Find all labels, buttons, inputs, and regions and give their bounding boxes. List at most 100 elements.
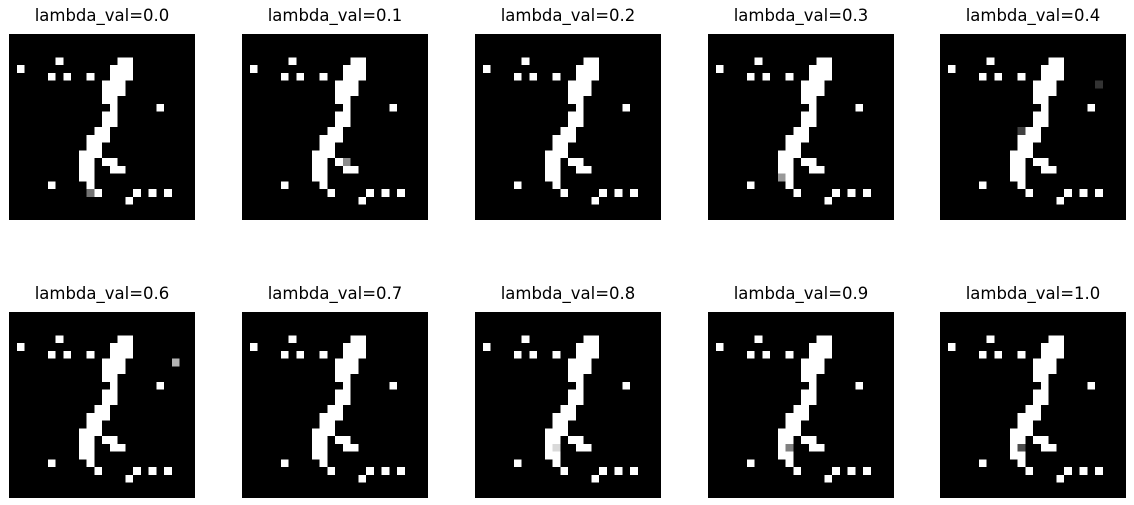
white-pixel [164,189,172,197]
white-pixel [133,189,141,197]
white-pixel [801,397,809,405]
white-pixel [335,88,343,96]
white-pixel [777,451,786,460]
white-pixel [808,96,817,104]
white-pixel [1017,173,1026,182]
white-pixel [109,343,118,351]
white-pixel [47,72,56,81]
white-pixel [1009,443,1018,452]
white-pixel [319,142,328,151]
white-pixel [762,72,770,81]
white-pixel [16,343,25,351]
white-pixel [801,158,809,166]
white-pixel [342,111,351,120]
white-pixel [358,335,366,343]
white-pixel [86,451,95,460]
white-pixel [824,72,832,81]
white-pixel [808,111,817,120]
white-pixel [1009,165,1018,174]
white-pixel [808,389,817,398]
pixel-image [940,34,1126,220]
white-pixel [552,150,561,158]
white-pixel [117,443,126,452]
white-pixel [109,165,118,174]
white-pixel [1079,189,1088,197]
white-pixel [78,173,87,182]
white-pixel [280,181,289,189]
white-pixel [78,150,87,158]
white-pixel [544,173,553,182]
panel-title: lambda_val=0.1 [267,6,403,25]
white-pixel [389,103,397,112]
white-pixel [319,412,328,421]
white-pixel [102,436,110,444]
white-pixel [109,397,118,405]
white-pixel [785,158,794,166]
white-pixel [622,103,630,112]
white-pixel [288,335,297,343]
white-pixel [986,335,995,343]
white-pixel [1040,389,1049,398]
white-pixel [1009,173,1018,182]
white-pixel [801,96,809,104]
white-pixel [552,173,561,182]
white-pixel [816,165,825,174]
white-pixel [311,173,320,182]
white-pixel [342,443,351,452]
pixel-image [9,34,195,220]
white-pixel [78,158,87,166]
white-pixel [521,57,530,65]
white-pixel [109,374,118,382]
white-pixel [560,405,568,413]
white-pixel [311,443,320,452]
white-pixel [513,350,522,359]
white-pixel [568,358,576,367]
white-pixel [109,103,118,112]
white-pixel [335,158,343,166]
white-pixel [319,451,328,460]
white-pixel [816,443,825,452]
white-pixel [55,57,64,65]
white-pixel [591,350,599,359]
white-pixel [296,350,304,359]
white-pixel [327,420,335,429]
white-pixel [754,335,763,343]
white-pixel [785,181,794,189]
white-pixel [614,189,623,197]
white-pixel [335,96,343,104]
white-pixel [1025,405,1033,413]
white-pixel [568,111,576,120]
white-pixel [94,142,102,151]
white-pixel [342,343,351,351]
white-pixel [552,165,561,174]
white-pixel [342,436,351,444]
white-pixel [102,80,110,89]
white-pixel [785,142,794,151]
white-pixel [793,428,801,436]
white-pixel [808,443,817,452]
white-pixel [978,459,987,467]
white-pixel [808,366,817,374]
white-pixel [824,474,832,483]
white-pixel [117,57,126,65]
white-pixel [319,443,328,452]
white-pixel [335,119,343,127]
white-pixel [575,111,584,120]
white-pixel [855,103,863,112]
white-pixel [801,389,809,398]
white-pixel [102,119,110,127]
white-pixel [816,88,825,96]
white-pixel [86,173,95,182]
white-pixel [816,366,825,374]
white-pixel [109,65,118,73]
white-pixel [55,335,64,343]
white-pixel [746,72,755,81]
white-pixel [86,72,95,81]
image-panel: lambda_val=0.9 [708,282,894,498]
white-pixel [1040,165,1049,174]
white-pixel [1025,467,1033,475]
gray-pixel [552,443,561,452]
white-pixel [1017,165,1026,174]
white-pixel [785,350,794,359]
white-pixel [319,428,328,436]
